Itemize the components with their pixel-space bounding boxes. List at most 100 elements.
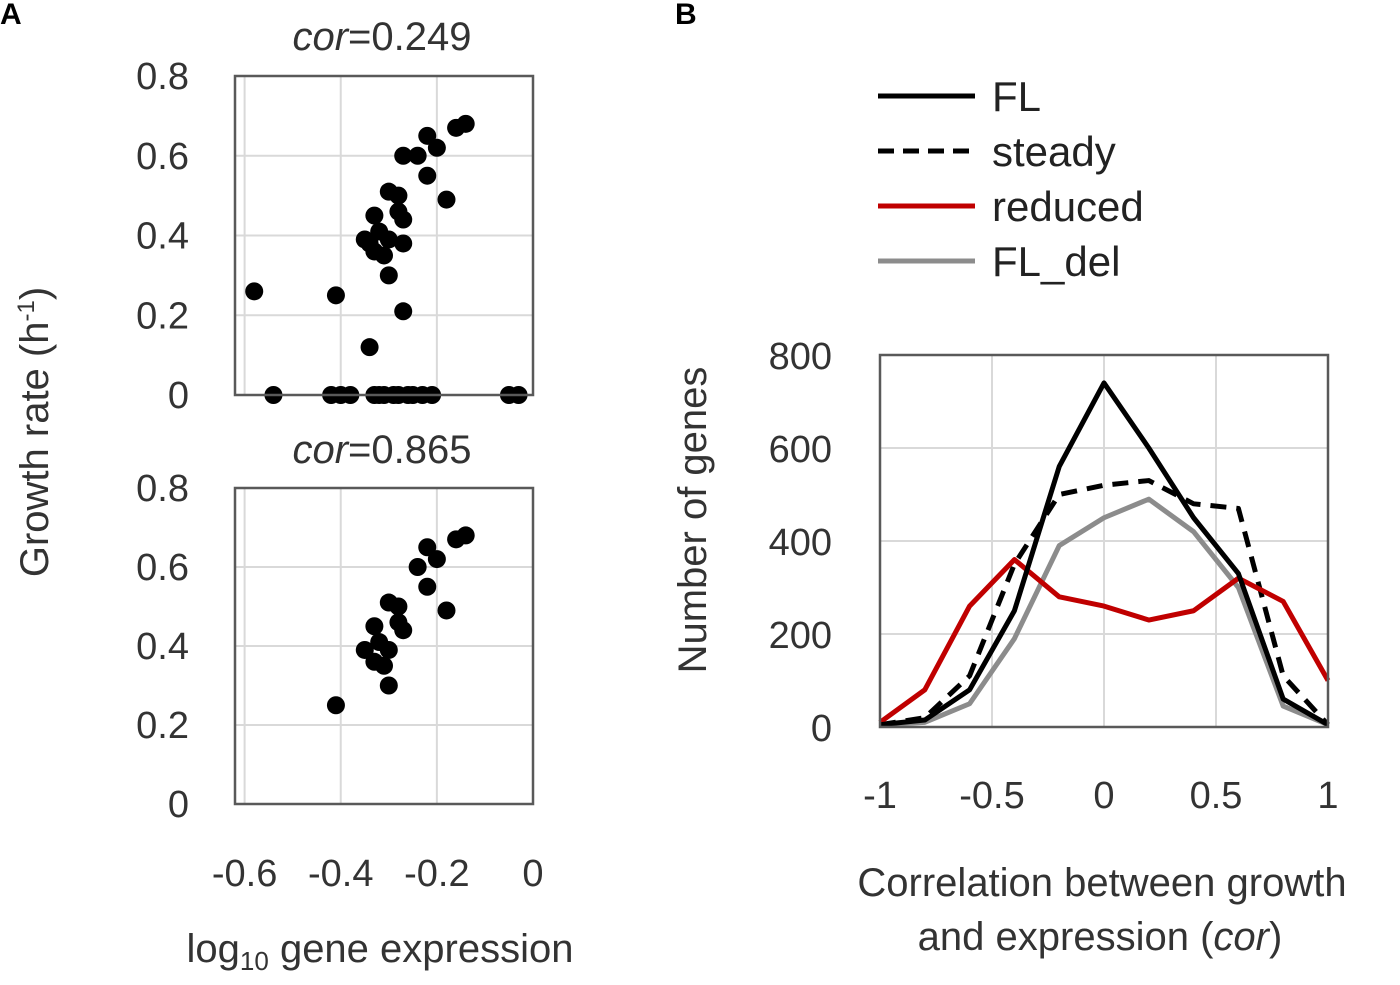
bottom-data-point [326,696,345,715]
y-axis-title-main: Growth rate (h [13,322,57,578]
panel-b-y-axis-title: Number of genes [671,367,715,674]
top-data-point [326,286,345,305]
top-y-tick-label: 0.4 [136,216,189,258]
x-axis-title-log: log [187,927,240,971]
series-line-reduced [878,557,1331,725]
line-chart-y-tick-label: 0 [811,708,832,750]
bottom-data-point [456,526,475,545]
line-chart-series [878,380,1331,728]
top-y-tick-label: 0.2 [136,295,189,337]
legend-label-fl-del: FL_del [992,238,1120,285]
top-data-point [245,282,264,301]
panel-letter-a: A [0,0,22,31]
y-axis-title-superscript: -1 [13,300,40,321]
bottom-data-point [418,577,437,596]
top-data-point [437,190,456,209]
bottom-data-point [408,558,427,576]
top-plot-title: cor=0.249 [292,15,471,59]
series-line-steady [879,478,1330,728]
series-line-fl [879,380,1330,728]
chart-legend: FL steady reduced FL_del [878,73,1144,285]
bottom-plot-x-tick-labels: -0.6 -0.4 -0.2 0 [212,853,544,895]
bottom-data-point [389,597,408,616]
scatter-plot-top: cor=0.249 0 0.2 0.4 0.6 0.8 [136,15,535,417]
bottom-data-point [394,621,413,640]
bottom-data-point [427,550,446,569]
top-data-point [418,126,437,145]
top-plot-gridlines [235,76,533,395]
bottom-x-tick-label: 0 [522,853,543,895]
x-axis-title-line2-suffix: ) [1269,915,1282,959]
x-axis-title-line2-cor: cor [1213,915,1270,959]
line-chart-y-tick-labels: 0 200 400 600 800 [769,336,832,750]
line-chart-x-tick-label: -1 [863,775,897,817]
top-data-point [394,146,413,165]
bottom-data-point [437,601,456,620]
top-plot-points [245,114,528,404]
top-data-point [394,302,413,321]
top-data-point [427,138,446,157]
panel-b-x-axis-title-line1: Correlation between growth [857,861,1346,905]
top-data-point [394,234,413,253]
bottom-plot-points [326,526,475,715]
bottom-x-tick-label: -0.4 [308,853,373,895]
x-axis-title-rest: gene expression [269,927,574,971]
top-data-point [365,206,384,225]
legend-label-fl: FL [992,73,1041,120]
top-y-tick-label: 0 [168,375,189,417]
panel-a-y-axis-title: Growth rate (h-1) [13,287,57,577]
top-plot-frame [233,74,535,397]
top-data-point [394,210,413,229]
bottom-x-tick-label: -0.2 [404,853,469,895]
top-data-point [379,230,398,249]
line-chart-y-tick-label: 200 [769,615,832,657]
bottom-title-value: =0.865 [348,428,471,472]
bottom-title-cor: cor [292,428,349,472]
line-chart-x-tick-label: -0.5 [959,775,1024,817]
panel-a-x-axis-title: log10 gene expression [187,927,574,976]
line-chart-y-tick-label: 800 [769,336,832,378]
legend-label-steady: steady [992,128,1116,175]
bottom-data-point [375,656,393,675]
line-chart-x-tick-label: 0.5 [1190,775,1243,817]
bottom-data-point [379,676,398,695]
line-chart-y-tick-label: 600 [769,429,832,471]
line-chart-gridlines [880,355,1328,727]
bottom-plot-frame [233,486,535,806]
line-chart: FL steady reduced FL_del 0 200 400 600 800 -1 -0… [671,73,1347,959]
top-title-value: =0.249 [348,15,471,59]
legend-label-reduced: reduced [992,183,1144,230]
line-chart-x-tick-label: 0 [1093,775,1114,817]
bottom-y-tick-label: 0.6 [136,547,189,589]
top-data-point [389,186,408,205]
line-chart-y-tick-label: 400 [769,522,832,564]
y-axis-title-close: ) [13,287,57,300]
panel-letter-b: B [675,0,697,31]
bottom-y-tick-label: 0.4 [136,626,189,668]
bottom-data-point [379,640,398,659]
line-chart-frame [878,353,1330,729]
x-axis-title-line2-prefix: and expression ( [918,915,1214,959]
x-axis-title-subscript: 10 [240,946,269,976]
top-data-point [379,266,398,285]
top-title-cor: cor [292,15,349,59]
bottom-plot-title: cor=0.865 [292,428,471,472]
series-line-fl-del [879,496,1329,728]
scatter-plot-bottom: cor=0.865 0 0.2 0.4 0.6 0.8 -0.6 -0.4 -0.2 0 lo… [136,428,573,976]
bottom-plot-y-tick-labels: 0 0.2 0.4 0.6 0.8 [136,468,189,826]
top-data-point [418,166,437,185]
line-chart-x-tick-labels: -1 -0.5 0 0.5 1 [863,775,1338,817]
panel-b-x-axis-title-line2: and expression (cor) [918,915,1283,959]
top-plot-y-tick-labels: 0 0.2 0.4 0.6 0.8 [136,56,189,417]
bottom-x-tick-label: -0.6 [212,853,277,895]
top-y-tick-label: 0.8 [136,56,189,98]
bottom-y-tick-label: 0.2 [136,705,189,747]
top-data-point [456,114,475,133]
line-chart-x-tick-label: 1 [1317,775,1338,817]
bottom-data-point [365,617,384,636]
bottom-y-tick-label: 0.8 [136,468,189,510]
top-data-point [375,246,393,265]
bottom-y-tick-label: 0 [168,784,189,826]
top-data-point [408,146,427,165]
